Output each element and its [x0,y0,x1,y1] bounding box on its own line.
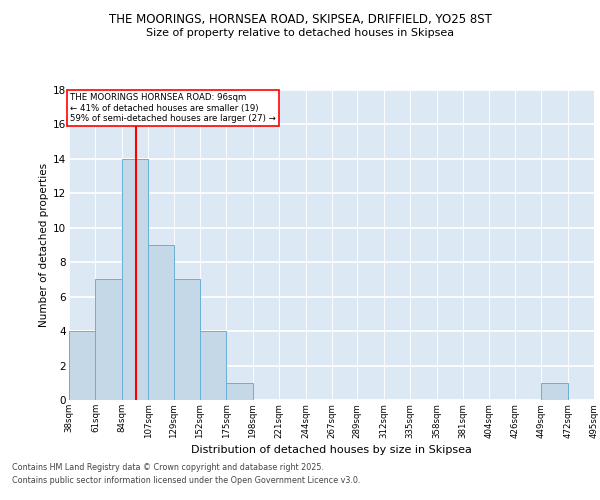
Bar [200,331,226,400]
Bar [95,280,122,400]
Bar [541,383,568,400]
Text: Contains HM Land Registry data © Crown copyright and database right 2025.: Contains HM Land Registry data © Crown c… [12,462,324,471]
Bar [122,159,148,400]
Text: THE MOORINGS, HORNSEA ROAD, SKIPSEA, DRIFFIELD, YO25 8ST: THE MOORINGS, HORNSEA ROAD, SKIPSEA, DRI… [109,12,491,26]
Bar [69,331,95,400]
X-axis label: Distribution of detached houses by size in Skipsea: Distribution of detached houses by size … [191,444,472,454]
Y-axis label: Number of detached properties: Number of detached properties [39,163,49,327]
Text: Size of property relative to detached houses in Skipsea: Size of property relative to detached ho… [146,28,454,38]
Text: Contains public sector information licensed under the Open Government Licence v3: Contains public sector information licen… [12,476,361,485]
Bar [148,245,173,400]
Bar [173,280,200,400]
Text: THE MOORINGS HORNSEA ROAD: 96sqm
← 41% of detached houses are smaller (19)
59% o: THE MOORINGS HORNSEA ROAD: 96sqm ← 41% o… [70,94,276,123]
Bar [226,383,253,400]
